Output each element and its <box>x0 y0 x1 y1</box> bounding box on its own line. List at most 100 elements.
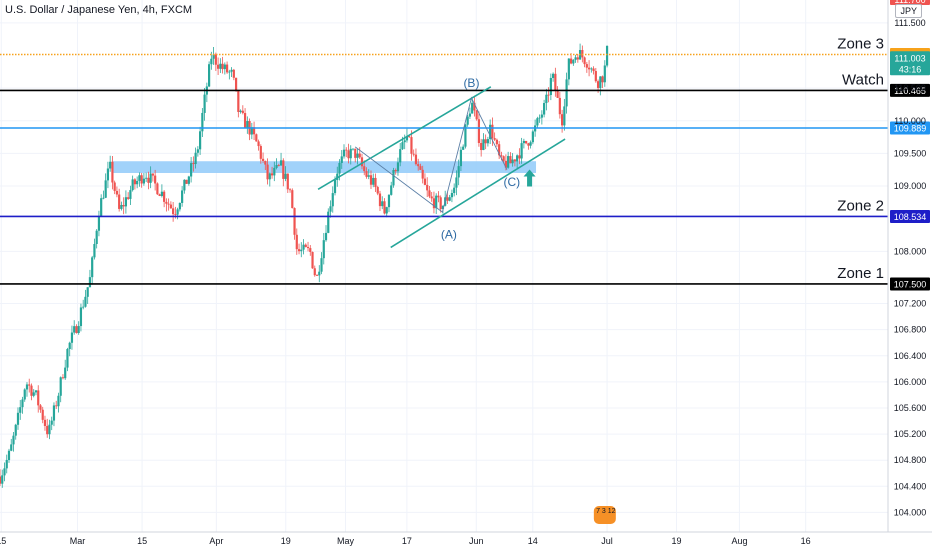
candle-body <box>520 143 523 159</box>
candle-body <box>208 64 211 87</box>
wave-zigzag <box>354 96 508 213</box>
time-tick-label: 15 <box>137 536 147 546</box>
candle-body <box>509 156 512 164</box>
candle-body <box>160 191 163 196</box>
candle-body <box>372 177 375 185</box>
candle-body <box>19 407 22 413</box>
candle-body <box>165 201 168 204</box>
candle-body <box>131 179 134 191</box>
candle-body <box>569 58 573 64</box>
level-price-tag <box>890 277 930 291</box>
candle-body <box>543 103 546 115</box>
candle-body <box>455 177 458 188</box>
candle-body <box>605 45 609 66</box>
candle-body <box>567 58 570 80</box>
candle-body <box>453 187 456 194</box>
candle-body <box>466 116 469 125</box>
candle-body <box>365 171 368 177</box>
candle-body <box>441 205 445 210</box>
candle-body <box>399 149 402 163</box>
candle-body <box>590 68 593 70</box>
candle-body <box>147 177 150 183</box>
candle-body <box>333 179 337 194</box>
current-price-countdown: 43:16 <box>899 64 922 74</box>
candle-body <box>414 154 418 165</box>
candle-body <box>558 97 561 115</box>
candle-body <box>88 277 92 288</box>
candle-body <box>232 69 235 78</box>
candle-body <box>109 161 112 169</box>
candle-body <box>181 190 184 203</box>
candle-body <box>210 58 213 65</box>
candle-body <box>122 204 125 207</box>
candle-body <box>120 204 123 209</box>
candle-body <box>252 127 256 135</box>
candle-body <box>594 71 597 82</box>
candle-body <box>531 131 534 143</box>
candle-body <box>261 158 265 161</box>
candle-body <box>327 211 330 233</box>
candle-body <box>48 424 51 435</box>
events-badge-icon[interactable] <box>593 506 616 524</box>
time-tick-label: Mar <box>70 536 86 546</box>
candle-body <box>255 134 258 142</box>
candle-body <box>246 121 249 128</box>
price-tick-label: 105.600 <box>894 403 927 413</box>
candle-body <box>360 157 364 167</box>
candle-body <box>529 142 532 146</box>
candle-body <box>34 390 38 393</box>
candle-body <box>385 207 388 214</box>
candle-body <box>167 203 170 205</box>
price-tick-label: 106.000 <box>894 377 927 387</box>
candle-body <box>525 140 528 144</box>
candle-body <box>351 148 355 150</box>
candle-body <box>381 201 384 207</box>
candle-body <box>392 170 395 186</box>
time-tick-label: 15 <box>0 536 6 546</box>
candle-body <box>115 190 119 195</box>
candle-body <box>293 208 296 235</box>
candle-body <box>347 150 350 159</box>
candle-body <box>138 175 141 181</box>
time-tick-label: Jun <box>469 536 484 546</box>
currency-label[interactable]: JPY <box>895 4 922 18</box>
events-badge-text: 7 3 12 <box>596 508 616 515</box>
level-price-tag <box>890 121 930 135</box>
candle-body <box>133 179 137 185</box>
candle-body <box>432 198 436 209</box>
candle-body <box>64 367 67 379</box>
candle-body <box>275 165 278 168</box>
candle-body <box>383 201 386 214</box>
price-tick-label: 109.000 <box>894 181 927 191</box>
candle-body <box>462 146 465 150</box>
candle-body <box>477 119 481 144</box>
level-label: Watch <box>842 71 884 88</box>
candle-body <box>59 377 62 396</box>
candle-body <box>194 152 197 165</box>
candle-body <box>214 54 217 65</box>
candle-body <box>273 167 276 176</box>
candle-body <box>284 173 287 179</box>
candle-body <box>342 149 346 157</box>
candle-body <box>545 94 548 104</box>
candle-body <box>212 54 215 59</box>
candle-body <box>127 197 130 199</box>
candle-body <box>52 405 56 421</box>
price-axis[interactable]: 111.500 110.500 110.000 109.500 109.000 108.0… <box>887 0 927 532</box>
candle-body <box>239 110 242 112</box>
candle-body <box>547 94 550 96</box>
level-label: Zone 3 <box>837 36 884 53</box>
candle-body <box>574 57 577 60</box>
candle-body <box>331 193 334 207</box>
candle-body <box>513 159 516 162</box>
candle-body <box>527 143 530 146</box>
candle-body <box>142 178 145 184</box>
candle-body <box>311 251 314 269</box>
candle-body <box>234 77 238 91</box>
candle-body <box>396 162 400 172</box>
price-tick-label: 104.400 <box>894 481 927 491</box>
candle-body <box>486 139 490 144</box>
time-axis[interactable]: 15 Mar 15 Apr 19 May 17 Jun 14 Jul 19 Aug 16 <box>0 531 932 546</box>
